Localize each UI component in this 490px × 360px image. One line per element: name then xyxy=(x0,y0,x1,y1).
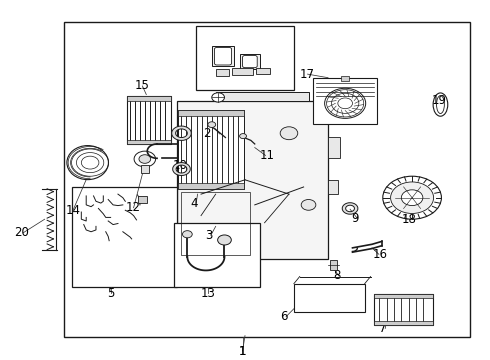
Circle shape xyxy=(280,127,298,140)
Bar xyxy=(341,76,349,81)
Bar xyxy=(330,260,337,270)
Bar xyxy=(178,183,244,189)
Bar xyxy=(178,110,244,116)
Circle shape xyxy=(383,176,441,219)
Circle shape xyxy=(182,231,192,238)
Circle shape xyxy=(301,199,316,210)
Bar xyxy=(138,196,147,203)
Bar xyxy=(374,321,433,325)
Text: 18: 18 xyxy=(401,213,416,226)
Circle shape xyxy=(139,155,151,163)
Text: 8: 8 xyxy=(333,269,341,282)
Text: 9: 9 xyxy=(351,212,359,225)
Bar xyxy=(216,92,309,101)
Bar xyxy=(232,68,253,75)
FancyBboxPatch shape xyxy=(243,55,257,68)
Bar xyxy=(216,69,229,76)
Text: 6: 6 xyxy=(280,310,288,323)
Text: 20: 20 xyxy=(14,226,29,239)
Bar xyxy=(141,166,149,173)
Bar xyxy=(72,187,176,287)
Text: 3: 3 xyxy=(205,229,212,242)
Text: 12: 12 xyxy=(126,201,141,214)
Bar xyxy=(176,101,328,258)
Bar xyxy=(127,96,171,101)
Bar xyxy=(240,54,260,69)
Text: 13: 13 xyxy=(201,287,216,300)
Circle shape xyxy=(134,151,156,167)
Bar xyxy=(294,284,365,312)
Text: 1: 1 xyxy=(239,345,246,357)
Text: 19: 19 xyxy=(432,94,447,107)
Circle shape xyxy=(212,93,224,102)
FancyBboxPatch shape xyxy=(215,48,232,65)
Text: 2: 2 xyxy=(203,127,211,140)
Text: 10: 10 xyxy=(172,159,188,172)
Text: 5: 5 xyxy=(107,287,114,300)
Bar xyxy=(328,137,340,158)
Bar xyxy=(374,294,433,325)
Text: 1: 1 xyxy=(239,345,246,357)
Circle shape xyxy=(240,134,246,139)
Text: 4: 4 xyxy=(190,197,198,210)
Circle shape xyxy=(391,182,434,213)
Text: 11: 11 xyxy=(260,149,275,162)
Bar xyxy=(64,22,470,337)
Bar xyxy=(178,110,244,189)
Text: 7: 7 xyxy=(379,322,387,335)
Circle shape xyxy=(325,88,366,118)
Bar xyxy=(328,180,338,194)
Bar xyxy=(196,26,294,90)
Bar xyxy=(127,140,171,144)
Bar xyxy=(181,192,249,255)
Circle shape xyxy=(401,190,423,206)
Text: 15: 15 xyxy=(135,80,150,93)
Bar xyxy=(174,223,260,287)
Ellipse shape xyxy=(67,145,108,180)
Bar xyxy=(374,294,433,298)
Text: 16: 16 xyxy=(373,248,388,261)
Bar xyxy=(256,68,270,74)
Bar xyxy=(314,78,377,124)
Circle shape xyxy=(208,122,216,127)
Bar xyxy=(212,46,234,66)
Ellipse shape xyxy=(433,93,448,116)
Bar xyxy=(127,96,171,144)
Text: 17: 17 xyxy=(300,68,315,81)
Circle shape xyxy=(218,235,231,245)
Text: 14: 14 xyxy=(66,204,80,217)
